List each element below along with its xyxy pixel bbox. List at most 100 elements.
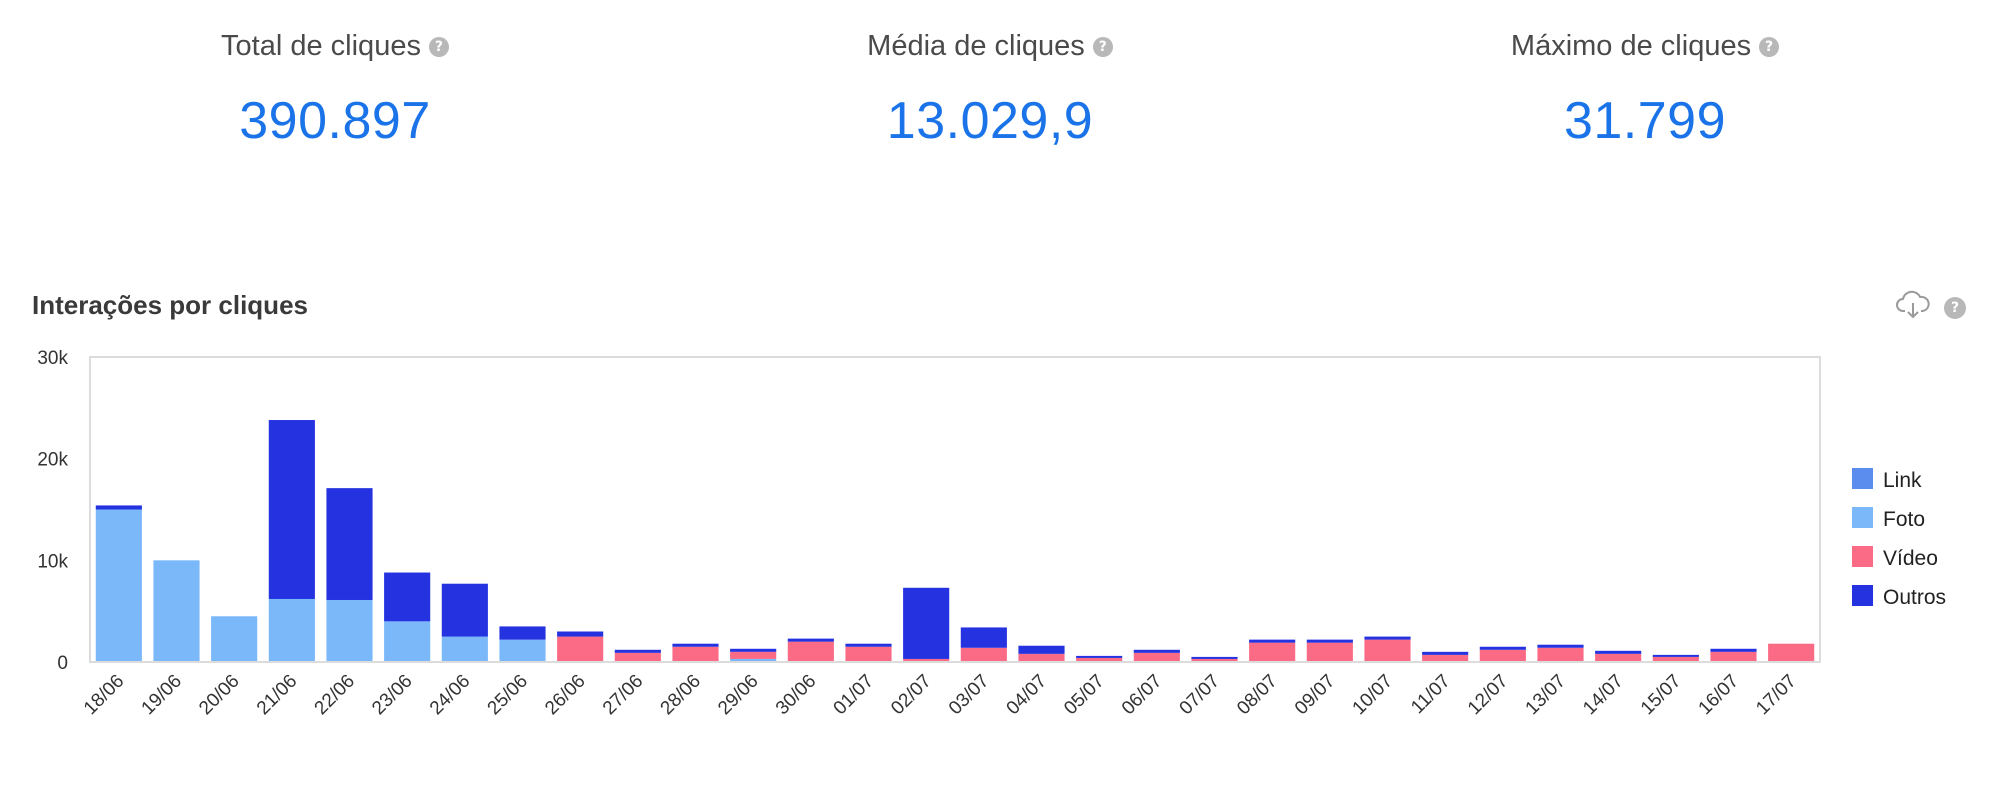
help-icon[interactable]: ?	[1944, 296, 1966, 319]
plot-frame	[89, 356, 1821, 663]
cloud-download-icon[interactable]	[1896, 290, 1930, 325]
stacked-bar-chart: 0 10k 20k 30k 18/06 19/06 20/06 21/06 22/06 23/06…	[37, 348, 1946, 719]
y-tick-label: 10k	[37, 551, 68, 572]
help-icon[interactable]: ?	[428, 36, 449, 57]
bar-vdeo-02-07[interactable]	[903, 658, 950, 662]
bar-outros-13-07[interactable]	[1537, 644, 1584, 648]
bar-vdeo-03-07[interactable]	[960, 647, 1007, 662]
bar-outros-22-06[interactable]	[326, 488, 373, 600]
bar-outros-24-06[interactable]	[441, 583, 488, 637]
bar-vdeo-17-07[interactable]	[1768, 643, 1815, 662]
bar-foto-19-06[interactable]	[153, 560, 200, 662]
bar-outros-21-06[interactable]	[268, 420, 315, 599]
y-tick-label: 30k	[37, 348, 68, 369]
bar-vdeo-11-07[interactable]	[1422, 654, 1469, 662]
kpi-value: 390.897	[239, 92, 431, 150]
bar-foto-23-06[interactable]	[384, 621, 431, 662]
bar-foto-21-06[interactable]	[268, 598, 315, 662]
bar-outros-02-07[interactable]	[903, 587, 950, 659]
x-tick-label: 12/07	[1464, 671, 1512, 719]
legend-label: Link	[1883, 469, 1922, 492]
kpi-average-clicks: Média de cliques ? 13.029,9	[740, 30, 1240, 151]
bar-outros-05-07[interactable]	[1076, 655, 1123, 658]
bar-foto-29-06[interactable]	[730, 658, 777, 662]
bar-vdeo-29-06[interactable]	[730, 651, 777, 659]
bar-foto-24-06[interactable]	[441, 636, 488, 662]
kpi-title: Total de cliques ?	[221, 30, 449, 63]
bar-vdeo-10-07[interactable]	[1364, 639, 1411, 662]
bar-vdeo-14-07[interactable]	[1595, 653, 1642, 662]
bar-vdeo-30-06[interactable]	[787, 641, 834, 662]
x-tick-label: 17/07	[1752, 671, 1800, 719]
bar-outros-29-06[interactable]	[730, 648, 777, 652]
legend-label: Foto	[1883, 508, 1925, 531]
bar-foto-25-06[interactable]	[499, 639, 546, 662]
legend-swatch-link[interactable]	[1852, 468, 1873, 489]
kpi-title-text: Média de cliques	[867, 30, 1085, 62]
bar-vdeo-04-07[interactable]	[1018, 653, 1065, 662]
bar-foto-22-06[interactable]	[326, 599, 373, 662]
x-tick-label: 05/07	[1060, 671, 1108, 719]
bar-outros-11-07[interactable]	[1422, 651, 1469, 655]
chart-title: Interações por cliques	[32, 290, 308, 320]
bar-outros-15-07[interactable]	[1652, 654, 1699, 657]
bar-outros-09-07[interactable]	[1306, 639, 1353, 643]
bar-outros-26-06[interactable]	[557, 631, 604, 637]
bar-vdeo-26-06[interactable]	[557, 636, 604, 662]
kpi-value: 31.799	[1563, 92, 1727, 150]
bar-outros-07-07[interactable]	[1191, 656, 1238, 659]
x-tick-label: 15/07	[1637, 671, 1685, 719]
bar-outros-06-07[interactable]	[1133, 649, 1180, 653]
x-tick-label: 03/07	[945, 671, 993, 719]
x-tick-label: 08/07	[1233, 671, 1281, 719]
help-icon[interactable]: ?	[1092, 36, 1113, 57]
legend-swatch-vdeo[interactable]	[1852, 546, 1873, 567]
bar-foto-20-06[interactable]	[211, 616, 258, 662]
bar-vdeo-13-07[interactable]	[1537, 647, 1584, 662]
x-tick-label: 30/06	[772, 671, 820, 719]
bar-vdeo-16-07[interactable]	[1710, 651, 1757, 662]
bar-vdeo-05-07[interactable]	[1076, 657, 1123, 662]
kpi-title-text: Total de cliques	[221, 30, 421, 62]
x-tick-label: 20/06	[195, 671, 243, 719]
bar-outros-27-06[interactable]	[614, 649, 661, 653]
x-tick-label: 13/07	[1522, 671, 1570, 719]
x-tick-label: 01/07	[830, 671, 878, 719]
x-tick-label: 24/06	[426, 671, 474, 719]
bar-outros-10-07[interactable]	[1364, 636, 1411, 640]
kpi-title: Máximo de cliques ?	[1511, 30, 1780, 63]
bar-vdeo-27-06[interactable]	[614, 652, 661, 662]
bar-outros-28-06[interactable]	[672, 643, 719, 647]
bar-outros-18-06[interactable]	[95, 505, 142, 510]
bar-outros-12-07[interactable]	[1479, 646, 1526, 650]
bar-vdeo-07-07[interactable]	[1191, 658, 1238, 662]
legend-swatch-outros[interactable]	[1852, 585, 1873, 606]
x-tick-label: 06/07	[1118, 671, 1166, 719]
legend-label: Outros	[1883, 586, 1946, 609]
bar-vdeo-28-06[interactable]	[672, 646, 719, 662]
bar-foto-18-06[interactable]	[95, 509, 142, 663]
bar-outros-08-07[interactable]	[1249, 639, 1296, 643]
x-tick-label: 14/07	[1579, 671, 1627, 719]
bar-vdeo-08-07[interactable]	[1249, 642, 1296, 662]
bar-vdeo-06-07[interactable]	[1133, 652, 1180, 662]
x-tick-label: 11/07	[1407, 671, 1454, 718]
bar-outros-23-06[interactable]	[384, 572, 431, 622]
kpi-max-clicks: Máximo de cliques ? 31.799	[1395, 30, 1895, 151]
x-tick-label: 19/06	[138, 671, 186, 719]
bar-outros-03-07[interactable]	[960, 627, 1007, 648]
legend-swatch-foto[interactable]	[1852, 507, 1873, 528]
bar-vdeo-15-07[interactable]	[1652, 656, 1699, 662]
bar-outros-04-07[interactable]	[1018, 645, 1065, 654]
x-tick-label: 10/07	[1349, 671, 1397, 719]
bar-outros-30-06[interactable]	[787, 638, 834, 642]
bar-vdeo-01-07[interactable]	[845, 646, 892, 662]
x-tick-label: 21/06	[253, 671, 301, 719]
bar-vdeo-09-07[interactable]	[1306, 642, 1353, 662]
bar-outros-25-06[interactable]	[499, 626, 546, 640]
help-icon[interactable]: ?	[1759, 36, 1780, 57]
bar-outros-14-07[interactable]	[1595, 650, 1642, 654]
bar-outros-01-07[interactable]	[845, 643, 892, 647]
bar-outros-16-07[interactable]	[1710, 648, 1757, 652]
bar-vdeo-12-07[interactable]	[1479, 649, 1526, 662]
